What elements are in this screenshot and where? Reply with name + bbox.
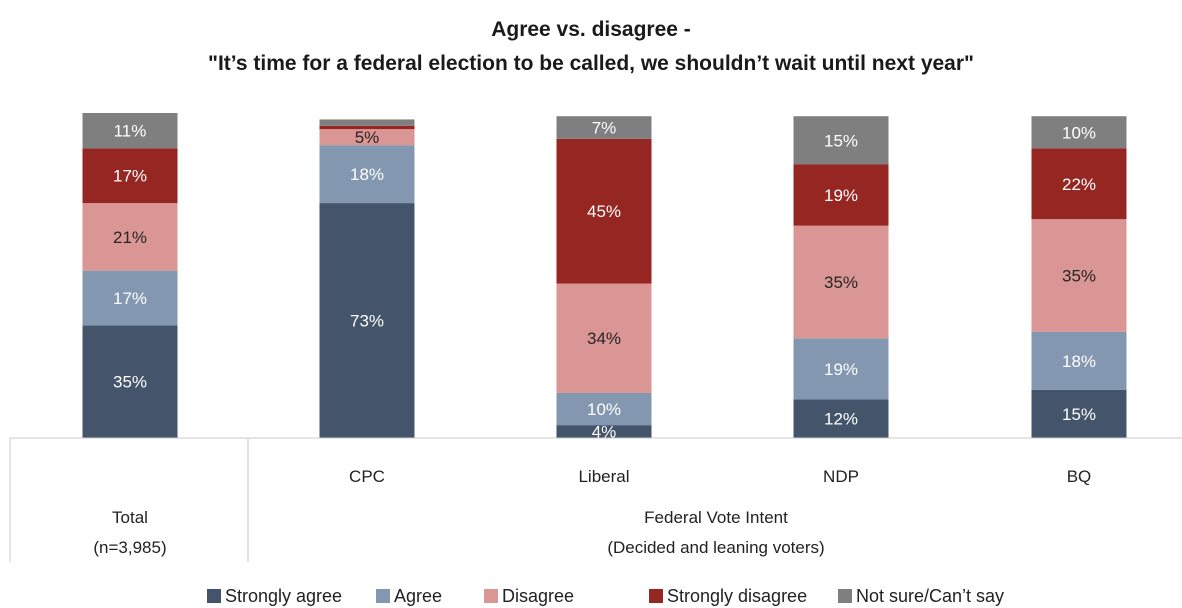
bar-segment [319, 119, 415, 126]
legend-item: Strongly disagree [649, 586, 807, 606]
bar-segment [82, 203, 178, 271]
legend-item: Disagree [484, 586, 574, 606]
bar-segment [82, 113, 178, 149]
data-label: 18% [350, 165, 384, 184]
bar-segment [1031, 331, 1127, 390]
bar-segment [793, 338, 889, 400]
data-label: 19% [824, 360, 858, 379]
data-label: 35% [824, 273, 858, 292]
data-label: 34% [587, 329, 621, 348]
group-label: Total [112, 508, 148, 527]
legend-label: Not sure/Can’t say [856, 586, 1004, 606]
group-label: Federal Vote Intent [644, 508, 788, 527]
data-label: 19% [824, 186, 858, 205]
bar-segment [1031, 389, 1127, 438]
data-label: 21% [113, 228, 147, 247]
bar-segment [556, 138, 652, 284]
legend-swatch [376, 589, 390, 603]
data-label: 22% [1062, 175, 1096, 194]
legend-swatch [838, 589, 852, 603]
data-label: 11% [114, 122, 147, 141]
legend-label: Disagree [502, 586, 574, 606]
bar-segment [556, 392, 652, 426]
data-label: 18% [1062, 352, 1096, 371]
bar-segment [793, 225, 889, 339]
data-label: 4% [592, 423, 617, 442]
data-label: 10% [587, 400, 621, 419]
legend-swatch [207, 589, 221, 603]
category-label: BQ [1067, 467, 1092, 486]
bar-segment [556, 283, 652, 393]
data-label: 35% [113, 373, 147, 392]
bar-segment [82, 148, 178, 204]
bar-segment [319, 129, 415, 146]
data-label: 15% [1062, 405, 1096, 424]
data-label: 10% [1062, 123, 1096, 142]
bar-segment [319, 145, 415, 204]
legend-item: Agree [376, 586, 442, 606]
legend-label: Agree [394, 586, 442, 606]
bars-layer: 35% 17% 21% 17% 11% 73% 18% 5% 4% 10% 34% 45% 7% 12% 1… [82, 113, 1127, 442]
bar-segment [82, 325, 178, 438]
data-label: 45% [587, 202, 621, 221]
bar-segment [793, 116, 889, 165]
category-label: NDP [823, 467, 859, 486]
bar-segment [1031, 116, 1127, 149]
data-label: 17% [113, 289, 147, 308]
bar-segment [319, 203, 415, 438]
group-sublabel: (n=3,985) [93, 538, 166, 557]
bar-segment [793, 399, 889, 438]
legend-item: Not sure/Can’t say [838, 586, 1004, 606]
legend-swatch [484, 589, 498, 603]
bar-segment [556, 425, 652, 438]
bar-segment [1031, 148, 1127, 220]
category-label: CPC [349, 467, 385, 486]
legend-swatch [649, 589, 663, 603]
data-label: 35% [1062, 267, 1096, 286]
legend-item: Strongly agree [207, 586, 342, 606]
bar-segment [1031, 219, 1127, 332]
data-label: 12% [824, 410, 858, 429]
bar-segment [793, 164, 889, 226]
category-axis: CPC Liberal NDP BQ Total (n=3,985) Federal Vot… [9, 437, 1182, 562]
legend: Strongly agree Agree Disagree Strongly disa… [207, 586, 1004, 606]
legend-label: Strongly disagree [667, 586, 807, 606]
data-label: 7% [592, 118, 617, 137]
chart-subtitle: "It’s time for a federal election to be … [208, 52, 974, 75]
bar-segment [556, 116, 652, 139]
category-label: Liberal [578, 467, 629, 486]
bar-segment [82, 270, 178, 326]
legend-label: Strongly agree [225, 586, 342, 606]
group-sublabel: (Decided and leaning voters) [607, 538, 824, 557]
data-label: 17% [113, 167, 147, 186]
chart-title: Agree vs. disagree - [491, 18, 691, 41]
data-label: 15% [824, 131, 858, 150]
bar-segment [319, 125, 415, 130]
data-label: 5% [355, 128, 380, 147]
data-label: 73% [350, 312, 384, 331]
